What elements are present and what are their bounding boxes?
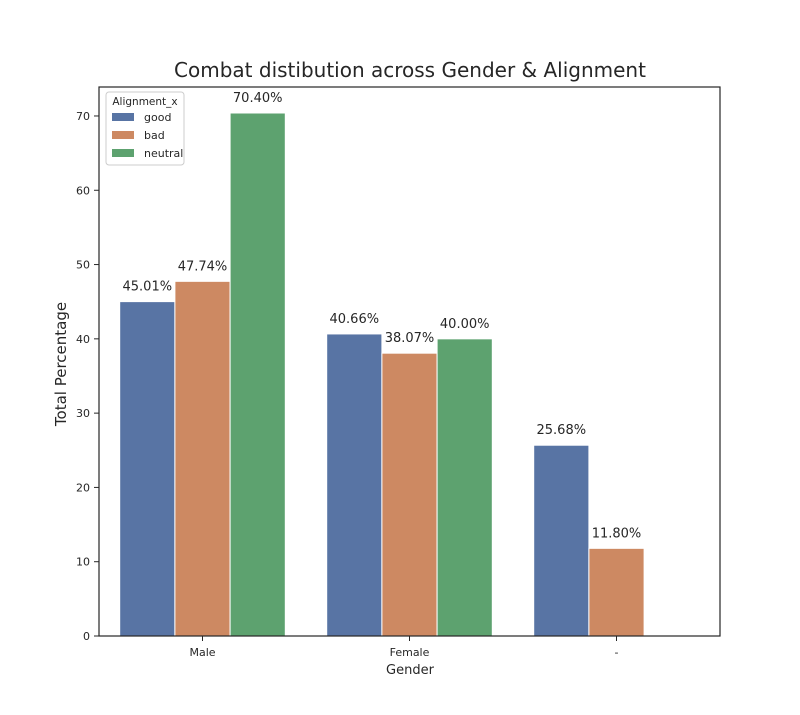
bar-neutral-0: [229, 112, 286, 637]
legend-label-bad: bad: [144, 129, 165, 142]
bar-neutral-1: [436, 338, 493, 637]
bar-value-label: 40.00%: [440, 317, 490, 332]
x-axis-label: Gender: [386, 663, 435, 678]
bar-bad-1: [381, 352, 438, 637]
legend-label-neutral: neutral: [144, 147, 183, 160]
bar-value-label: 40.66%: [330, 312, 380, 327]
bars: [119, 112, 645, 637]
y-tick-label: 10: [76, 556, 90, 569]
legend-items: good bad neutral: [112, 111, 183, 160]
bar-labels: 45.01% 47.74% 70.40% 40.66% 38.07% 40.00% 25.6…: [123, 91, 642, 541]
chart-title: Combat distibution across Gender & Align…: [174, 58, 646, 82]
legend-title: Alignment_x: [112, 96, 177, 108]
x-tick-label: -: [615, 646, 619, 659]
x-axis: Male Female -: [189, 636, 619, 659]
y-tick-label: 60: [76, 184, 90, 197]
y-tick-label: 20: [76, 481, 90, 494]
y-tick-label: 40: [76, 333, 90, 346]
y-tick-label: 70: [76, 110, 90, 123]
legend: Alignment_x good bad neutral: [105, 91, 185, 166]
x-tick-label: Female: [390, 646, 430, 659]
bar-value-label: 70.40%: [233, 91, 283, 106]
y-tick-label: 30: [76, 407, 90, 420]
bar-bad-2: [588, 547, 645, 637]
bar-bad-0: [174, 280, 231, 637]
legend-swatch-neutral: [112, 149, 134, 157]
bar-good-2: [533, 444, 590, 637]
bar-good-0: [119, 301, 176, 637]
legend-label-good: good: [144, 111, 171, 124]
y-axis: 0 10 20 30 40 50 60 70: [76, 110, 99, 643]
legend-swatch-good: [112, 113, 134, 121]
bar-value-label: 38.07%: [385, 331, 435, 346]
bar-value-label: 45.01%: [123, 280, 173, 295]
bar-value-label: 47.74%: [178, 259, 228, 274]
bar-value-label: 25.68%: [537, 423, 587, 438]
y-tick-label: 0: [83, 630, 90, 643]
legend-swatch-bad: [112, 131, 134, 139]
y-axis-label: Total Percentage: [52, 302, 70, 427]
bar-good-1: [326, 333, 383, 637]
plot-frame: [98, 86, 721, 637]
bar-value-label: 11.80%: [592, 526, 642, 541]
y-tick-label: 50: [76, 259, 90, 272]
legend-box: [105, 91, 185, 166]
x-tick-label: Male: [189, 646, 215, 659]
